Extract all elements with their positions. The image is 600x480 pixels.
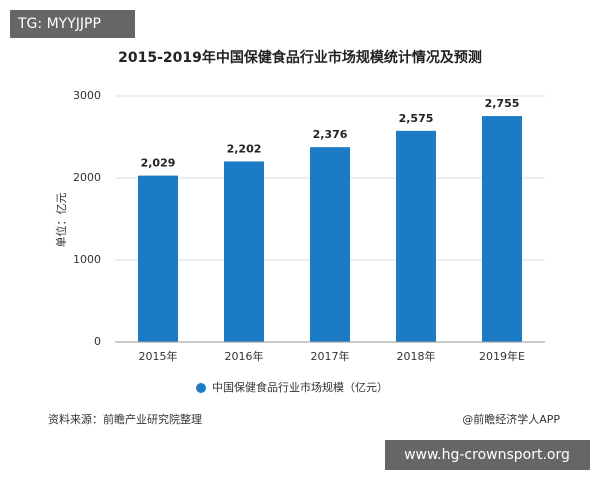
overlay-box (385, 440, 590, 470)
y-tick-label: 2000 (73, 171, 101, 184)
value-label: 2,376 (313, 128, 348, 141)
y-tick-label: 0 (94, 335, 101, 348)
y-tick-label: 1000 (73, 253, 101, 266)
value-label: 2,029 (141, 157, 176, 170)
x-tick-label: 2015年 (139, 349, 178, 363)
bar (224, 161, 264, 342)
source: 资料来源：前瞻产业研究院整理 (48, 412, 202, 426)
x-tick-label: 2018年 (397, 349, 436, 363)
x-tick-label: 2017年 (311, 349, 350, 363)
y-axis-label: 单位：亿元 (54, 193, 68, 248)
bar (310, 147, 350, 342)
x-tick-label: 2019年E (479, 349, 525, 363)
bar (482, 116, 522, 342)
x-tick-label: 2016年 (225, 349, 264, 363)
overlay-text: www.hg-crownsport.org (404, 447, 570, 463)
legend-marker (196, 383, 206, 393)
value-label: 2,755 (485, 97, 520, 110)
legend-label: 中国保健食品行业市场规模（亿元） (212, 380, 388, 394)
overlay-text: TG: MYYJJPP (17, 16, 101, 32)
chart-title: 2015-2019年中国保健食品行业市场规模统计情况及预测 (118, 49, 482, 66)
bar (396, 130, 436, 342)
value-label: 2,202 (227, 142, 262, 155)
y-tick-label: 3000 (73, 89, 101, 102)
credit: @前瞻经济学人APP (462, 412, 560, 426)
overlay-box (10, 10, 135, 38)
value-label: 2,575 (399, 112, 434, 125)
bar (138, 175, 178, 342)
